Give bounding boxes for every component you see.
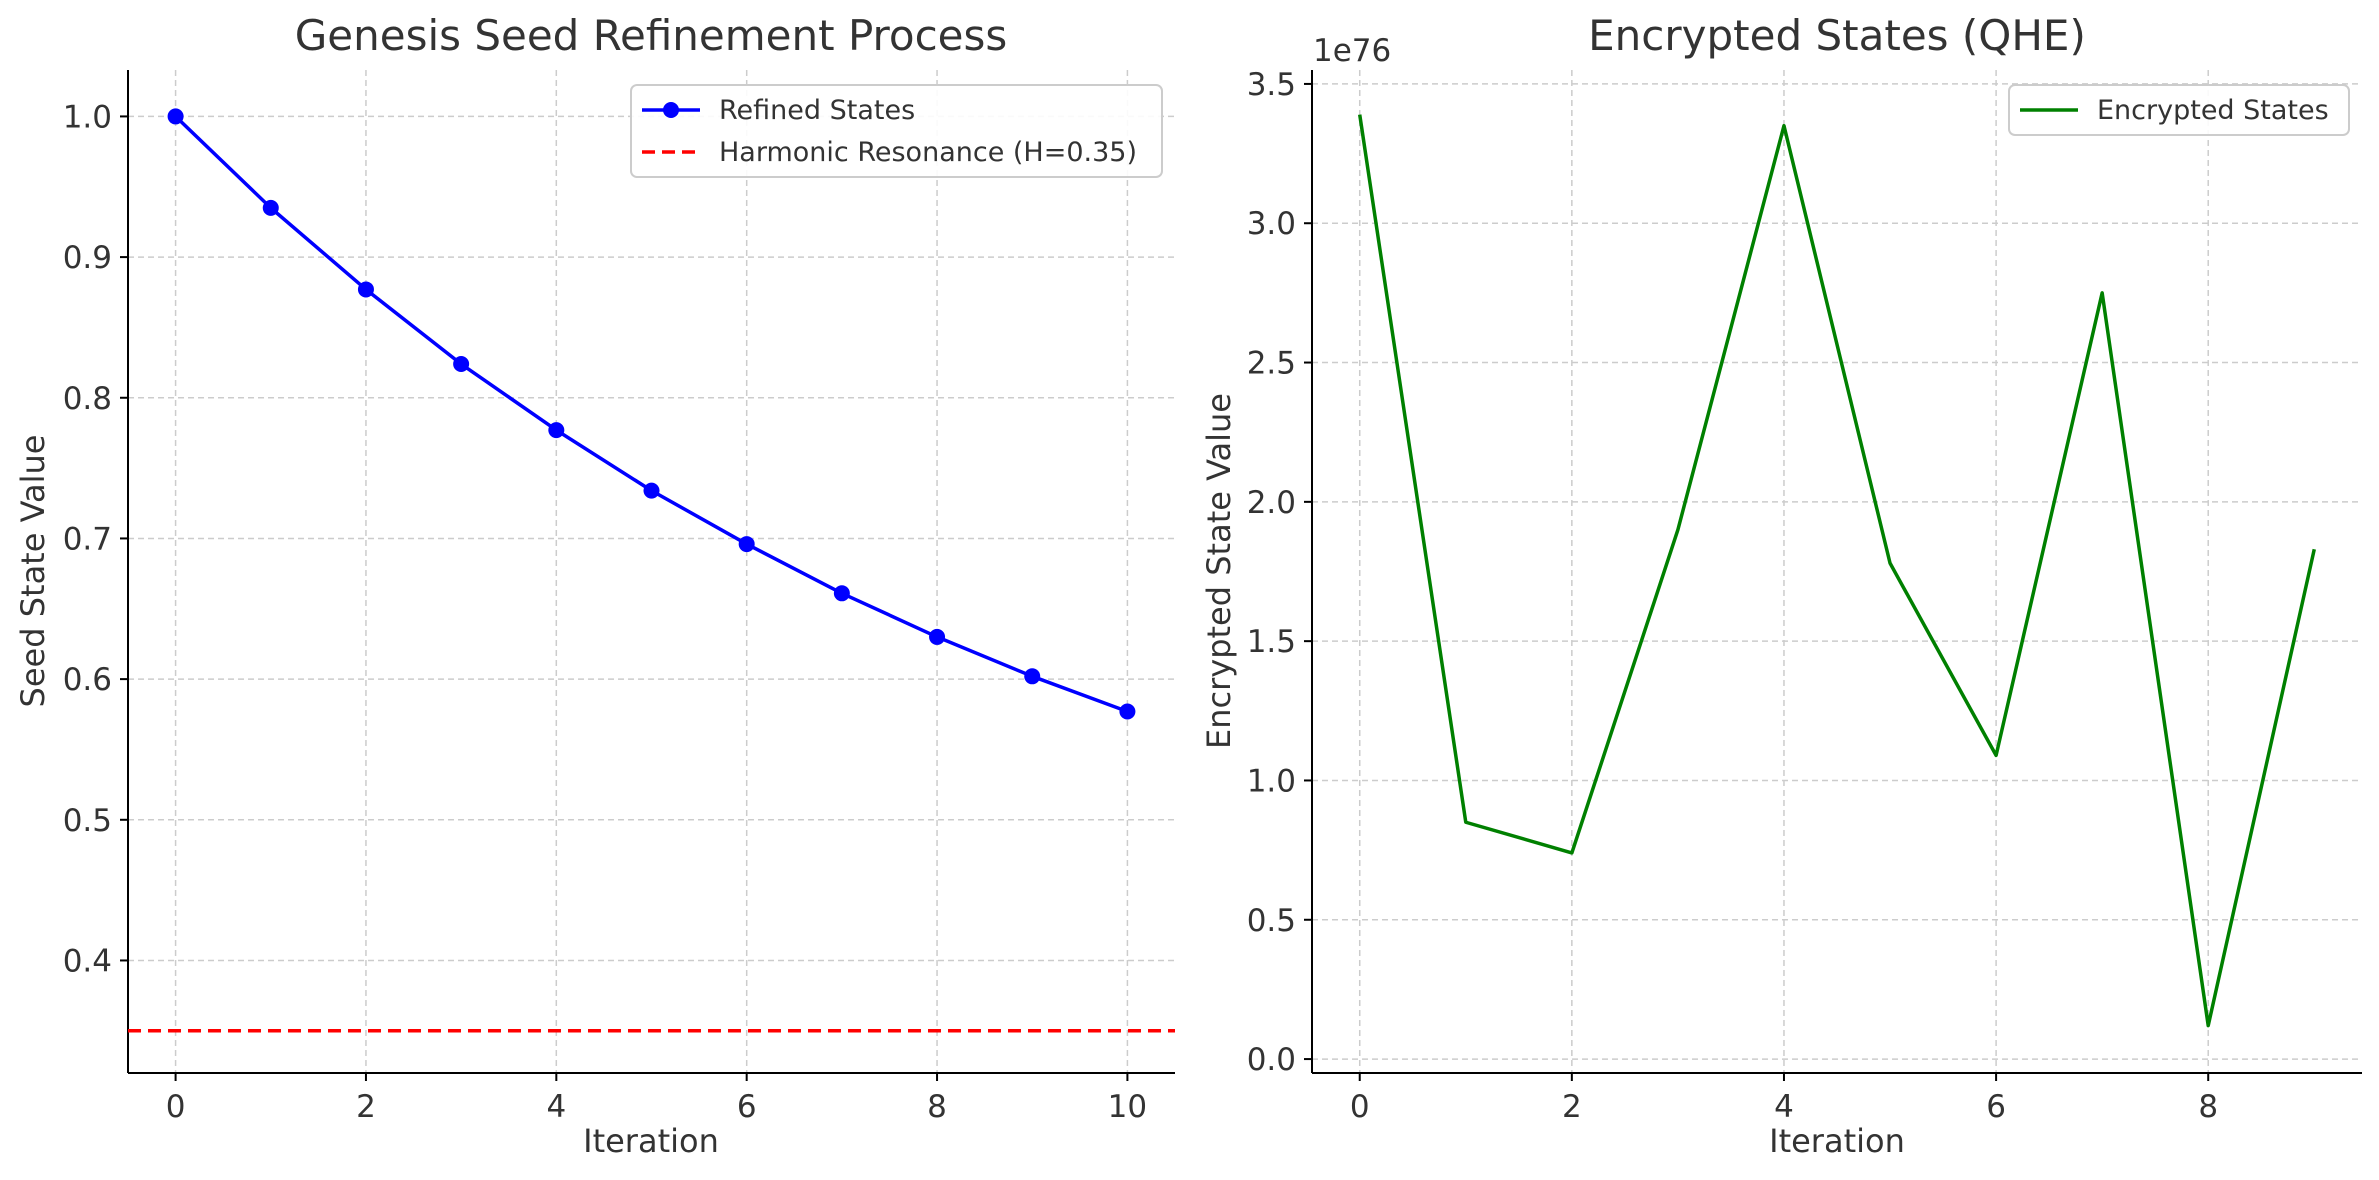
x-axis-label: Iteration [583,1122,719,1160]
y-tick-label: 0.7 [63,521,112,557]
x-tick-label: 4 [546,1089,566,1125]
y-tick-label: 3.0 [1247,206,1296,242]
data-point [929,628,946,645]
y-tick-label: 0.5 [63,803,112,839]
legend: Refined States Harmonic Resonance (H=0.35… [630,84,1163,178]
x-axis-label: Iteration [1769,1122,1905,1160]
x-tick-label: 10 [1108,1089,1147,1125]
data-point [262,199,279,216]
y-tick-label: 0.4 [63,943,112,979]
y-axis-label: Seed State Value [14,435,52,708]
data-point [167,108,184,125]
y-tick-label: 0.0 [1247,1042,1296,1078]
data-point [453,356,470,373]
y-tick-label: 0.6 [63,662,112,698]
y-tick-label: 2.5 [1247,346,1296,382]
grid [128,70,1175,1073]
chart-title: Genesis Seed Refinement Process [295,11,1008,60]
x-tick-label: 4 [1774,1089,1794,1125]
y-tick-label: 0.9 [63,240,112,276]
y-tick-label: 0.8 [63,381,112,417]
data-point [738,536,755,553]
data-point [548,422,565,439]
legend-marker [663,102,679,118]
y-axis-offset-label: 1e76 [1313,33,1391,69]
x-tick-label: 2 [1562,1089,1582,1125]
x-tick-label: 6 [737,1089,757,1125]
chart-title: Encrypted States (QHE) [1588,11,2086,60]
seed-refinement-chart: Genesis Seed Refinement Process Iteratio… [14,11,1175,1160]
grid [1312,70,2362,1073]
y-tick-label: 2.0 [1247,485,1296,521]
data-point [1024,668,1041,685]
x-tick-label: 6 [1986,1089,2006,1125]
x-tick-label: 2 [356,1089,376,1125]
data-point [643,482,660,499]
x-tick-label: 0 [1350,1089,1370,1125]
y-tick-label: 1.0 [63,99,112,135]
y-tick-label: 1.5 [1247,624,1296,660]
legend-box [2008,84,2350,136]
y-tick-label: 1.0 [1247,763,1296,799]
x-tick-label: 8 [927,1089,947,1125]
x-tick-label: 8 [2198,1089,2218,1125]
y-tick-label: 3.5 [1247,67,1296,103]
legend: Encrypted States [2008,84,2350,136]
y-tick-label: 0.5 [1247,903,1296,939]
data-point [833,585,850,602]
x-tick-label: 0 [166,1089,186,1125]
data-point [357,281,374,298]
legend-box [630,84,1163,178]
legend-label: Refined States [719,95,915,126]
series-line [1357,114,2316,1028]
data-point [1119,703,1136,720]
y-axis-label: Encrypted State Value [1200,393,1238,749]
legend-label: Encrypted States [2097,95,2329,126]
encrypted-states-chart: Encrypted States (QHE) Iteration Encrypt… [1200,11,2362,1160]
legend-label: Harmonic Resonance (H=0.35) [719,137,1137,168]
